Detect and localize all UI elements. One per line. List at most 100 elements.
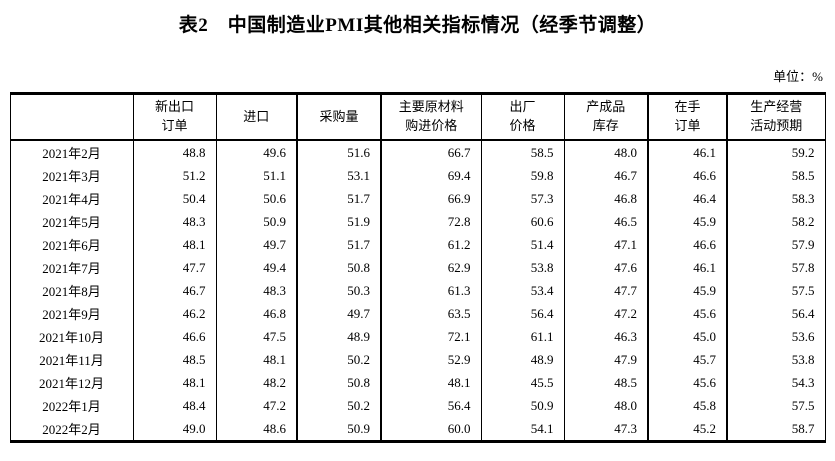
table-body: 2021年2月 48.8 49.6 51.6 66.7 58.5 48.0 46.1 59.2 2… — [10, 140, 825, 442]
value-cell: 47.6 — [563, 256, 648, 279]
value-cell: 47.9 — [563, 348, 648, 371]
value-cell: 60.0 — [380, 417, 481, 442]
table-row: 2021年7月 47.7 49.4 50.8 62.9 53.8 47.6 46.1 57.8 — [10, 256, 825, 279]
value-cell: 45.5 — [480, 371, 564, 394]
month-column-header — [10, 93, 133, 141]
value-cell: 49.7 — [296, 302, 381, 325]
value-cell: 45.6 — [647, 371, 727, 394]
value-cell: 46.6 — [647, 233, 727, 256]
value-cell: 45.8 — [647, 394, 727, 417]
value-cell: 57.5 — [726, 279, 825, 302]
value-cell: 53.1 — [296, 164, 381, 187]
value-cell: 49.4 — [215, 256, 297, 279]
value-cell: 48.1 — [132, 233, 216, 256]
value-cell: 47.2 — [215, 394, 297, 417]
column-header-0: 新出口 订单 — [132, 93, 216, 141]
value-cell: 58.2 — [726, 210, 825, 233]
value-cell: 48.1 — [215, 348, 297, 371]
value-cell: 47.1 — [563, 233, 648, 256]
value-cell: 69.4 — [380, 164, 481, 187]
month-cell: 2021年3月 — [42, 169, 101, 184]
value-cell: 50.9 — [480, 394, 564, 417]
page: 表2 中国制造业PMI其他相关指标情况（经季节调整） 单位：% 新出口 订单 进口… — [0, 10, 835, 443]
table-title: 表2 中国制造业PMI其他相关指标情况（经季节调整） — [178, 15, 657, 36]
header-row: 新出口 订单 进口 采购量 主要原材料 购进价格 出厂 价格 产成品 库存 在手 订单 生产经… — [10, 93, 825, 141]
value-cell: 58.7 — [726, 417, 825, 442]
value-cell: 61.1 — [480, 325, 564, 348]
value-cell: 46.6 — [132, 325, 216, 348]
value-cell: 51.4 — [480, 233, 564, 256]
table-row: 2021年8月 46.7 48.3 50.3 61.3 53.4 47.7 45.9 57.5 — [10, 279, 825, 302]
month-cell: 2021年10月 — [38, 330, 104, 345]
table-row: 2021年2月 48.8 49.6 51.6 66.7 58.5 48.0 46.1 59.2 — [10, 140, 825, 164]
table-row: 2021年11月 48.5 48.1 50.2 52.9 48.9 47.9 45.7 53.8 — [10, 348, 825, 371]
value-cell: 58.5 — [726, 164, 825, 187]
value-cell: 50.6 — [215, 187, 297, 210]
value-cell: 54.3 — [726, 371, 825, 394]
value-cell: 53.6 — [726, 325, 825, 348]
value-cell: 50.9 — [215, 210, 297, 233]
value-cell: 62.9 — [380, 256, 481, 279]
value-cell: 48.9 — [480, 348, 564, 371]
value-cell: 47.7 — [132, 256, 216, 279]
value-cell: 51.2 — [132, 164, 216, 187]
value-cell: 51.7 — [296, 233, 381, 256]
value-cell: 56.4 — [380, 394, 481, 417]
value-cell: 48.9 — [296, 325, 381, 348]
column-header-7: 生产经营 活动预期 — [726, 93, 825, 141]
value-cell: 50.4 — [132, 187, 216, 210]
value-cell: 59.8 — [480, 164, 564, 187]
month-cell: 2021年5月 — [42, 215, 101, 230]
value-cell: 51.1 — [215, 164, 297, 187]
value-cell: 46.1 — [647, 256, 727, 279]
value-cell: 56.4 — [726, 302, 825, 325]
value-cell: 48.3 — [215, 279, 297, 302]
table-row: 2021年10月 46.6 47.5 48.9 72.1 61.1 46.3 45.0 53.6 — [10, 325, 825, 348]
table-row: 2021年12月 48.1 48.2 50.8 48.1 45.5 48.5 45.6 54.3 — [10, 371, 825, 394]
value-cell: 50.8 — [296, 256, 381, 279]
value-cell: 51.9 — [296, 210, 381, 233]
value-cell: 48.5 — [563, 371, 648, 394]
table-row: 2021年6月 48.1 49.7 51.7 61.2 51.4 47.1 46.6 57.9 — [10, 233, 825, 256]
value-cell: 66.9 — [380, 187, 481, 210]
column-header-2: 采购量 — [296, 93, 381, 141]
value-cell: 53.8 — [726, 348, 825, 371]
value-cell: 54.1 — [480, 417, 564, 442]
value-cell: 60.6 — [480, 210, 564, 233]
value-cell: 46.6 — [647, 164, 727, 187]
value-cell: 66.7 — [380, 140, 481, 164]
value-cell: 46.5 — [563, 210, 648, 233]
value-cell: 46.8 — [215, 302, 297, 325]
value-cell: 48.8 — [132, 140, 216, 164]
value-cell: 61.3 — [380, 279, 481, 302]
value-cell: 50.2 — [296, 348, 381, 371]
table-row: 2021年3月 51.2 51.1 53.1 69.4 59.8 46.7 46.6 58.5 — [10, 164, 825, 187]
month-cell: 2021年11月 — [39, 353, 104, 368]
value-cell: 49.0 — [132, 417, 216, 442]
value-cell: 48.6 — [215, 417, 297, 442]
value-cell: 47.3 — [563, 417, 648, 442]
month-cell: 2021年6月 — [42, 238, 101, 253]
value-cell: 48.2 — [215, 371, 297, 394]
value-cell: 48.1 — [380, 371, 481, 394]
value-cell: 47.7 — [563, 279, 648, 302]
value-cell: 50.3 — [296, 279, 381, 302]
value-cell: 57.5 — [726, 394, 825, 417]
value-cell: 45.0 — [647, 325, 727, 348]
value-cell: 47.2 — [563, 302, 648, 325]
column-header-5: 产成品 库存 — [563, 93, 648, 141]
value-cell: 50.2 — [296, 394, 381, 417]
value-cell: 48.0 — [563, 140, 648, 164]
value-cell: 48.0 — [563, 394, 648, 417]
value-cell: 59.2 — [726, 140, 825, 164]
value-cell: 58.3 — [726, 187, 825, 210]
value-cell: 46.8 — [563, 187, 648, 210]
table-row: 2021年9月 46.2 46.8 49.7 63.5 56.4 47.2 45.6 56.4 — [10, 302, 825, 325]
column-header-4: 出厂 价格 — [480, 93, 564, 141]
value-cell: 46.7 — [563, 164, 648, 187]
value-cell: 72.1 — [380, 325, 481, 348]
value-cell: 48.1 — [132, 371, 216, 394]
value-cell: 56.4 — [480, 302, 564, 325]
value-cell: 58.5 — [480, 140, 564, 164]
pmi-indicators-table: 新出口 订单 进口 采购量 主要原材料 购进价格 出厂 价格 产成品 库存 在手 订单 生产经… — [9, 92, 826, 443]
